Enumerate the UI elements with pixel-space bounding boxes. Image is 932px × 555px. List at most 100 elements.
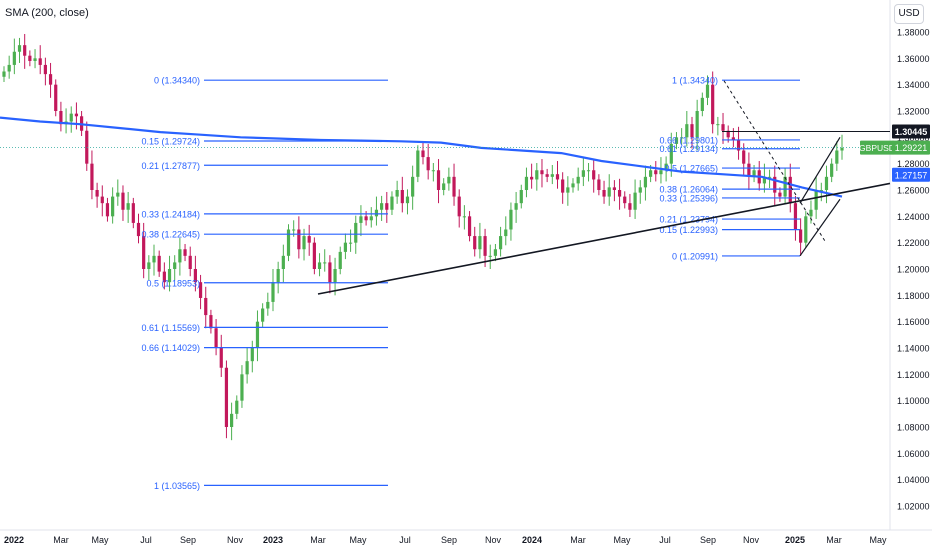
candle [638, 180, 642, 204]
candle [390, 191, 394, 216]
candle [261, 303, 265, 327]
candle [545, 168, 549, 183]
candle [716, 116, 720, 136]
candle [633, 179, 637, 219]
fib-level-label: 0.66 (1.29801) [659, 135, 718, 145]
candle [493, 243, 498, 262]
candle [524, 167, 529, 198]
candle [230, 402, 234, 441]
candle [514, 191, 518, 223]
candle [793, 195, 798, 241]
fib-retracement-2[interactable]: 1 (1.34340) 0.66 (1.29801)0.61 (1.29134) 0… [659, 76, 800, 262]
candle [178, 238, 182, 276]
candle [162, 262, 166, 290]
fib-level-label: 0.38 (1.26064) [659, 185, 718, 195]
y-tick-label: 1.36000 [897, 54, 930, 64]
candle [447, 167, 451, 191]
channel-upper[interactable] [799, 137, 841, 204]
x-tick-label: May [349, 535, 367, 545]
indicator-label: SMA (200, close) [5, 7, 89, 19]
channel-lower[interactable] [799, 198, 841, 257]
candle [188, 246, 192, 277]
candle [281, 244, 285, 283]
candle [95, 182, 99, 208]
candle [457, 189, 461, 228]
candle [173, 255, 177, 281]
candle [700, 92, 704, 117]
candle [643, 165, 648, 201]
x-tick-label: May [613, 535, 631, 545]
fib-level-label: 1 (1.34340) [672, 76, 718, 86]
x-axis[interactable]: 2022 Mar May Jul Sep Nov 2023 Mar May Jul Sep Nov 20… [4, 535, 887, 545]
fib-level-label: 0.61 (1.15569) [141, 323, 200, 333]
x-tick-label: Mar [310, 535, 326, 545]
candle [12, 38, 16, 75]
candle [23, 33, 27, 69]
price-tag[interactable]: 1.27157 [892, 167, 930, 182]
candle [385, 191, 389, 223]
candle [504, 216, 508, 246]
candle [85, 121, 89, 171]
x-tick-label: Nov [743, 535, 760, 545]
candle [255, 310, 260, 362]
price-tag[interactable]: GBPUSD 1.29221 [859, 140, 930, 155]
candle [240, 365, 244, 408]
candle [804, 211, 808, 248]
candle [421, 141, 425, 165]
candle [235, 395, 239, 420]
trendline-support[interactable] [317, 182, 891, 295]
candle [530, 163, 534, 189]
candle [436, 159, 441, 204]
candle [742, 143, 746, 175]
price-tag-label: 1.30445 [895, 127, 928, 137]
candle [157, 250, 161, 277]
y-axis[interactable]: 1.380001.360001.340001.320001.300001.280… [897, 28, 930, 512]
fib-level-label: 0.15 (1.29724) [141, 136, 200, 146]
candle [788, 163, 792, 213]
candle [540, 159, 544, 188]
x-tick-label: Nov [227, 535, 244, 545]
candle [364, 211, 368, 226]
trendline-dashed[interactable] [723, 80, 827, 243]
candle [2, 66, 6, 83]
y-tick-label: 1.26000 [897, 186, 930, 196]
x-tick-label: 2024 [522, 535, 542, 545]
price-tag[interactable]: 1.30445 [892, 124, 930, 139]
x-tick-label: Jul [140, 535, 152, 545]
candle [690, 116, 694, 149]
candle [519, 184, 523, 209]
candle [69, 106, 73, 133]
candle [721, 112, 725, 144]
fib-retracement-1[interactable]: 0 (1.34340) 0.15 (1.29724) 0.21 (1.27877) 0… [141, 76, 388, 491]
candle [799, 218, 803, 256]
candle [535, 163, 539, 191]
candle [628, 193, 632, 217]
candle [54, 79, 58, 117]
candle [90, 150, 94, 200]
candle [209, 309, 213, 334]
sma-200-line [0, 116, 843, 198]
candle [747, 152, 751, 190]
candle [219, 334, 223, 377]
candle [617, 178, 622, 210]
x-tick-label: Mar [826, 535, 842, 545]
candle [581, 157, 585, 187]
candle [250, 340, 254, 373]
y-tick-label: 1.04000 [897, 475, 930, 485]
candle [442, 178, 446, 196]
currency-button[interactable]: USD [894, 4, 924, 24]
x-tick-label: 2023 [263, 535, 283, 545]
fib-level-label: 0.21 (1.23794) [659, 215, 718, 225]
candle [550, 164, 554, 185]
y-tick-label: 1.20000 [897, 265, 930, 275]
candle [136, 213, 141, 244]
candle [809, 200, 813, 224]
candles [2, 33, 844, 441]
candle [348, 229, 353, 252]
candle [411, 165, 415, 210]
candle [48, 62, 53, 98]
candle [105, 197, 110, 222]
x-tick-label: Sep [441, 535, 457, 545]
